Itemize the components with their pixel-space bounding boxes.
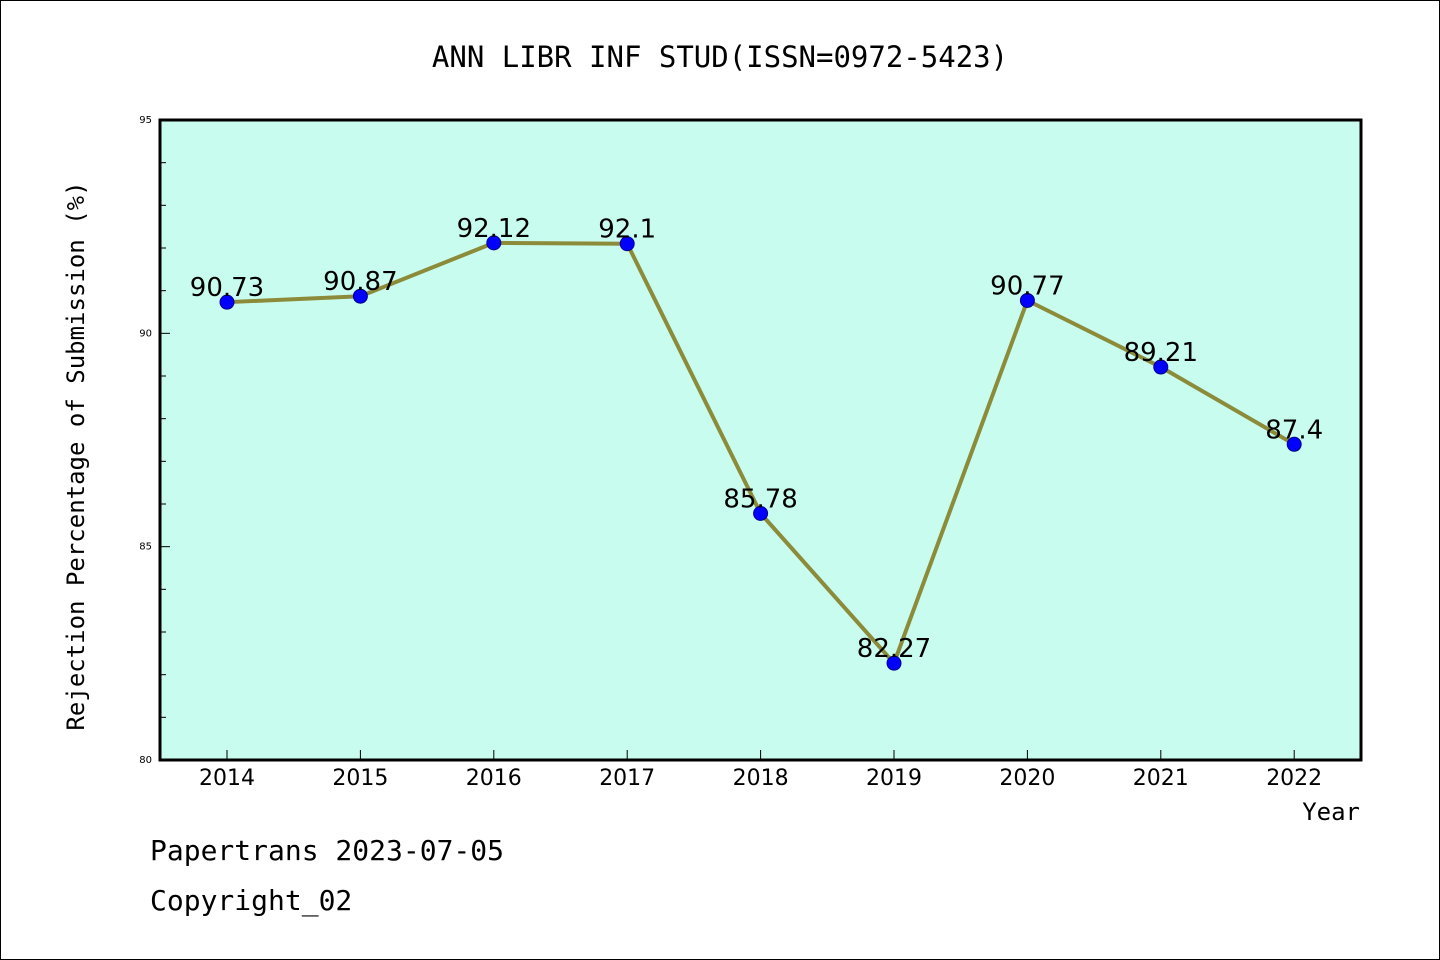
- data-labels: 90.73 90.87 92.12 92.1 85.78 82.27 90.77 89.21 8…: [190, 214, 1323, 664]
- data-label-2022: 87.4: [1265, 415, 1323, 445]
- y-axis-label: Rejection Percentage of Submission (%): [62, 181, 90, 730]
- x-tick-label: 2021: [1133, 766, 1189, 791]
- data-label-2014: 90.73: [190, 273, 264, 303]
- y-tick-label: 80: [139, 755, 152, 766]
- data-label-2018: 85.78: [723, 484, 797, 514]
- footer-date-line: Papertrans 2023-07-05: [150, 834, 505, 867]
- data-point-2021: [1153, 359, 1169, 375]
- data-label-2020: 90.77: [990, 271, 1064, 301]
- data-point-2019: [886, 655, 902, 671]
- x-axis: 2014 2015 2016 2017 2018 2019 2020 2021 2022: [199, 750, 1322, 791]
- x-tick-label: 2017: [599, 766, 655, 791]
- data-point-2017: [619, 236, 635, 252]
- data-point-2014: [219, 294, 235, 310]
- y-tick-label: 90: [139, 328, 152, 339]
- data-label-2016: 92.12: [457, 214, 531, 244]
- x-tick-label: 2018: [733, 766, 789, 791]
- x-tick-label: 2014: [199, 766, 255, 791]
- series-markers: [219, 235, 1302, 671]
- footer-copyright-line: Copyright_02: [150, 884, 353, 917]
- x-tick-label: 2015: [332, 766, 388, 791]
- data-label-2017: 92.1: [598, 215, 656, 245]
- chart-title: ANN LIBR INF STUD(ISSN=0972-5423): [432, 40, 1008, 74]
- data-point-2022: [1286, 436, 1302, 452]
- x-tick-label: 2016: [466, 766, 522, 791]
- plot-area: [158, 118, 1363, 762]
- x-tick-label: 2020: [999, 766, 1055, 791]
- data-label-2015: 90.87: [323, 267, 397, 297]
- y-tick-label: 85: [139, 542, 152, 553]
- data-point-2018: [753, 505, 769, 521]
- y-tick-label: 95: [139, 115, 152, 126]
- data-label-2021: 89.21: [1124, 338, 1198, 368]
- data-point-2015: [352, 288, 368, 304]
- data-point-2016: [486, 235, 502, 251]
- y-axis: 80 85 90 95: [139, 115, 170, 766]
- x-tick-label: 2022: [1266, 766, 1322, 791]
- data-label-2019: 82.27: [857, 634, 931, 664]
- x-axis-label: Year: [1302, 798, 1360, 826]
- data-point-2020: [1019, 292, 1035, 308]
- x-tick-label: 2019: [866, 766, 922, 791]
